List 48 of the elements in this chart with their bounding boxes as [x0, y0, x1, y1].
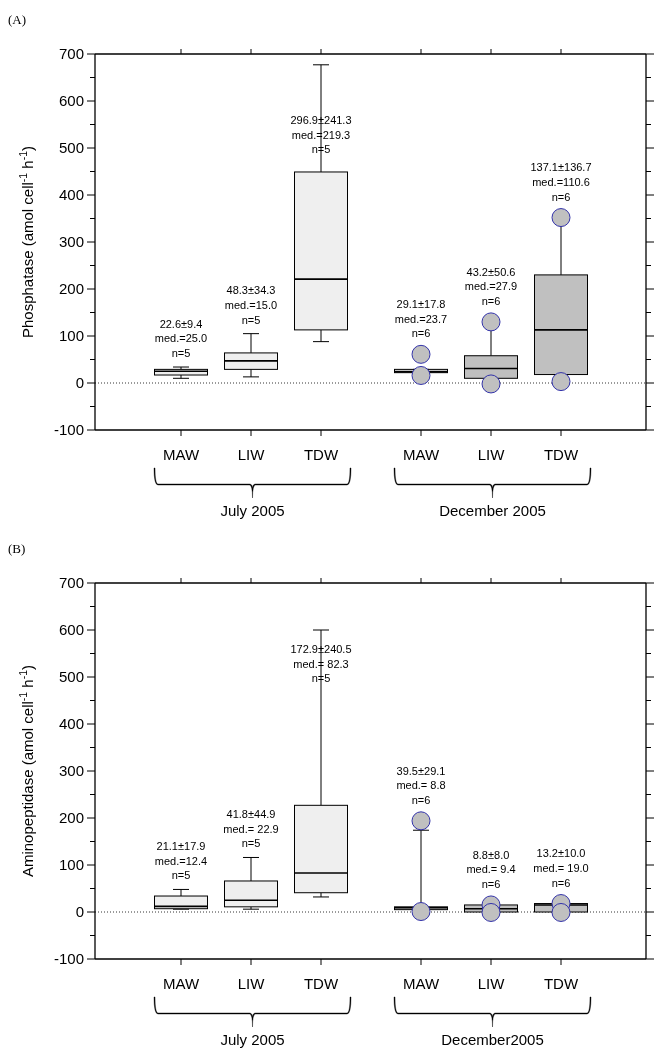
annotation: 137.1±136.7 med.=110.6 n=6: [530, 161, 592, 203]
x-tick-label: MAW: [162, 975, 200, 992]
y-tick-label: 300: [58, 233, 84, 251]
x-tick-label: LIW: [237, 975, 266, 992]
annotation: 48.3±34.3 med.=15.0 n=5: [224, 284, 278, 326]
annotation: 43.2±50.6 med.=27.9 n=6: [464, 265, 518, 307]
annotation: 8.8±8.0 med.= 9.4 n=6: [466, 848, 516, 890]
y-tick-label: 200: [58, 280, 84, 298]
y-tick-label: 100: [58, 856, 84, 874]
y-tick-label: -100: [53, 421, 84, 439]
y-tick-label: 600: [58, 92, 84, 110]
x-tick-label: TDW: [543, 446, 579, 463]
annotation: 13.2±10.0 med.= 19.0 n=6: [533, 847, 589, 889]
chart-title: (B): [8, 541, 26, 556]
y-tick-label: -100: [53, 950, 84, 968]
y-tick-label: 200: [58, 809, 84, 827]
annotation: 29.1±17.8 med.=23.7 n=6: [394, 298, 448, 340]
annotation: 172.9±240.5 med.= 82.3 n=5: [290, 643, 352, 685]
y-tick-label: 400: [58, 186, 84, 204]
y-tick-label: 0: [75, 903, 84, 921]
x-tick-label: MAW: [402, 446, 440, 463]
y-tick-label: 300: [58, 762, 84, 780]
annotation: 22.6±9.4 med.=25.0 n=5: [154, 317, 208, 360]
annotation: 296.9±241.3 med.=219.3 n=5: [290, 114, 352, 156]
x-axis-title: July 2005: [220, 1031, 285, 1048]
x-axis-title: December 2005: [439, 502, 546, 519]
y-tick-label: 500: [58, 668, 84, 686]
y-tick-label: 700: [58, 45, 84, 63]
x-tick-label: TDW: [303, 446, 339, 463]
x-axis-title: July 2005: [220, 502, 285, 519]
x-axis-title: December2005: [441, 1031, 544, 1048]
annotation: 21.1±17.9 med.=12.4 n=5: [154, 840, 208, 882]
x-tick-label: LIW: [477, 446, 506, 463]
chart-title: (A): [8, 12, 27, 27]
x-tick-label: TDW: [543, 975, 579, 992]
x-tick-label: MAW: [402, 975, 440, 992]
x-tick-label: MAW: [162, 446, 200, 463]
annotation: 39.5±29.1 med.= 8.8 n=6: [396, 764, 446, 806]
x-tick-label: TDW: [303, 975, 339, 992]
x-tick-label: LIW: [477, 975, 506, 992]
y-tick-label: 600: [58, 621, 84, 639]
x-tick-label: LIW: [237, 446, 266, 463]
y-tick-label: 100: [58, 327, 84, 345]
y-tick-label: 700: [58, 574, 84, 592]
y-tick-label: 0: [75, 374, 84, 392]
y-tick-label: 500: [58, 139, 84, 157]
annotation: 41.8±44.9 med.= 22.9 n=5: [223, 808, 279, 850]
y-tick-label: 400: [58, 715, 84, 733]
